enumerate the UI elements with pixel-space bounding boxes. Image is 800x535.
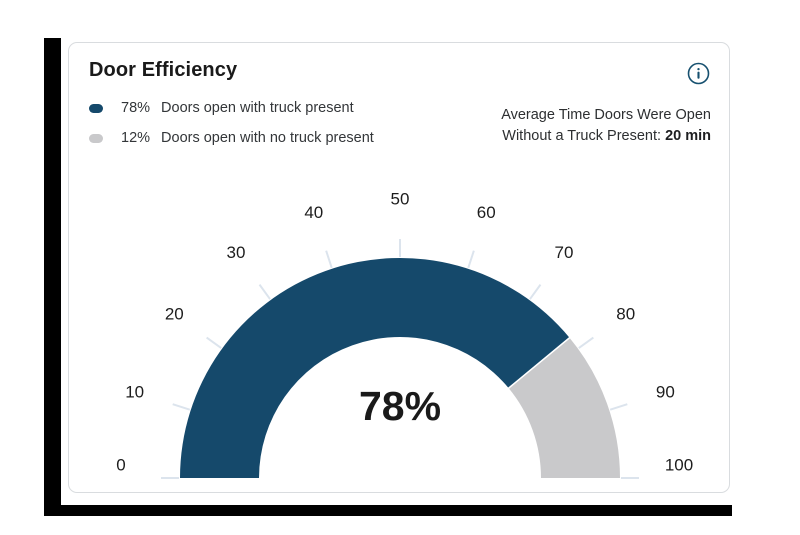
gauge-tick (325, 250, 333, 269)
gauge-segment (508, 337, 620, 478)
gauge-tick-label: 0 (116, 456, 125, 475)
info-icon-glyph (687, 62, 710, 85)
gauge-segment-divider (507, 336, 571, 390)
gauge-chart: 0 10 20 30 40 50 60 70 80 90 100 78% (116, 190, 693, 479)
gauge-tick (172, 403, 191, 411)
gauge-tick-label: 80 (616, 305, 635, 324)
gauge-segment (180, 258, 570, 478)
legend-swatch-gray-icon (89, 133, 103, 143)
gauge-tick-label: 60 (477, 203, 496, 222)
gauge-tick (206, 336, 222, 349)
gauge-tick-label: 20 (165, 305, 184, 324)
legend-label: Doors open with truck present (161, 100, 354, 116)
legend: 78% Doors open with truck present 12% Do… (89, 100, 374, 146)
gauge-tick (529, 284, 542, 300)
average-time-note: Average Time Doors Were Open Without a T… (501, 105, 711, 147)
gauge-tick (578, 336, 594, 349)
average-time-line2-prefix: Without a Truck Present: (502, 128, 666, 144)
gauge-tick-label: 40 (304, 203, 323, 222)
average-time-line1: Average Time Doors Were Open (501, 107, 711, 123)
card-title: Door Efficiency (89, 59, 238, 81)
legend-swatch-blue-icon (89, 103, 103, 113)
average-time-value: 20 min (665, 128, 711, 144)
legend-item-truck-present: 78% Doors open with truck present (89, 100, 374, 116)
legend-label: Doors open with no truck present (161, 130, 374, 146)
legend-pct: 78% (121, 100, 151, 116)
card-shadow-left (44, 38, 61, 516)
gauge-tick (467, 250, 475, 269)
gauge-tick-label: 50 (391, 190, 410, 209)
gauge-tick-label: 30 (227, 243, 246, 262)
legend-pct: 12% (121, 130, 151, 146)
gauge-tick-label: 90 (656, 382, 675, 401)
card-shadow-bottom (44, 505, 732, 516)
gauge-tick (258, 284, 271, 300)
gauge-tick-label: 70 (555, 243, 574, 262)
gauge-center-value: 78% (359, 383, 441, 429)
door-efficiency-card: Door Efficiency 78% Doors open with truc… (68, 42, 730, 493)
gauge-tick-label: 10 (125, 382, 144, 401)
info-icon[interactable] (687, 62, 710, 85)
gauge-tick (609, 403, 628, 411)
legend-item-no-truck-present: 12% Doors open with no truck present (89, 130, 374, 146)
gauge-tick-label: 100 (665, 456, 693, 475)
